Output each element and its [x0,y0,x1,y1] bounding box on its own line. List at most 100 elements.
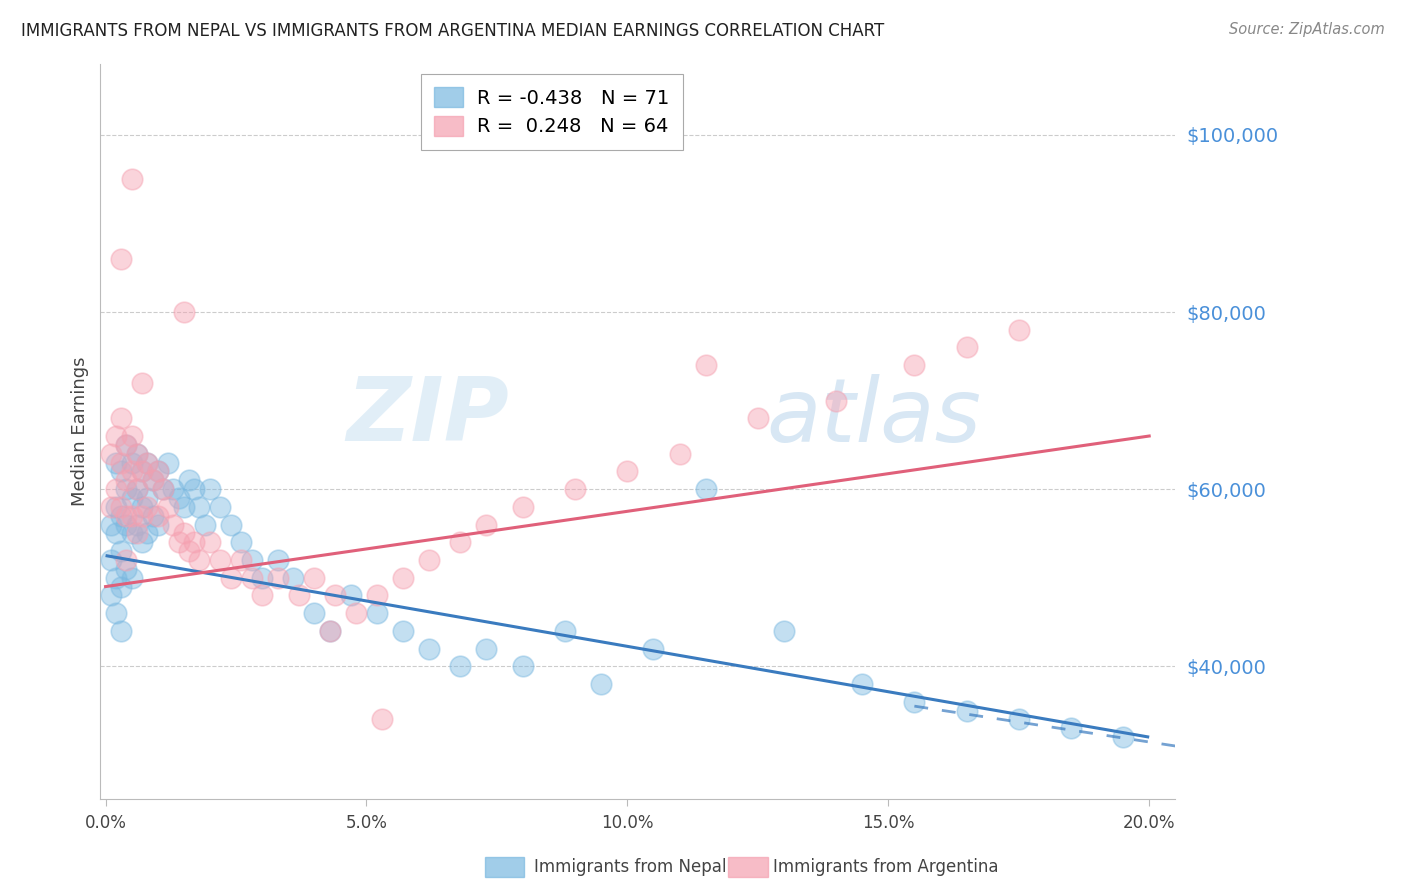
Point [304,571,326,585]
Point [141,473,163,487]
Point [955,704,977,718]
Point [110,456,132,470]
Point [115,438,138,452]
Point [115,517,138,532]
Point [643,641,665,656]
Point [152,482,174,496]
Point [1008,713,1031,727]
Text: ZIP: ZIP [346,374,509,460]
Point [449,659,471,673]
Point [173,500,195,514]
Point [105,456,128,470]
Point [146,508,169,523]
Point [110,544,132,558]
Point [512,659,534,673]
Point [162,517,184,532]
Point [475,517,498,532]
Point [319,624,342,638]
Point [418,553,440,567]
Point [136,456,159,470]
Point [173,526,195,541]
Point [105,500,128,514]
Point [105,429,128,443]
Point [695,358,717,372]
Point [695,482,717,496]
Point [1008,323,1031,337]
Point [162,482,184,496]
Point [115,508,138,523]
Point [167,535,190,549]
Point [105,526,128,541]
Point [323,589,346,603]
Point [100,589,122,603]
Point [157,500,180,514]
Point [304,606,326,620]
Point [188,553,211,567]
Point [121,571,143,585]
Point [100,517,122,532]
Point [449,535,471,549]
Point [418,641,440,656]
Point [121,491,143,505]
Point [136,526,159,541]
Point [136,456,159,470]
Point [209,500,232,514]
Point [100,553,122,567]
Point [344,606,367,620]
Point [115,438,138,452]
Point [366,589,388,603]
Point [231,535,253,549]
Point [177,473,200,487]
Point [146,465,169,479]
Point [141,508,163,523]
Point [240,553,263,567]
Point [110,465,132,479]
Point [250,589,273,603]
Point [121,465,143,479]
Point [115,562,138,576]
Point [110,624,132,638]
Point [125,447,148,461]
Point [100,447,122,461]
Point [231,553,253,567]
Point [616,465,638,479]
Point [319,624,342,638]
Bar [485,857,524,877]
Point [136,491,159,505]
Point [115,553,138,567]
Point [131,500,153,514]
Point [564,482,586,496]
Point [115,482,138,496]
Point [851,677,873,691]
Point [554,624,576,638]
Point [903,695,925,709]
Point [1112,730,1135,744]
Point [240,571,263,585]
Point [110,500,132,514]
Point [512,500,534,514]
Point [903,358,925,372]
Point [591,677,613,691]
Text: atlas: atlas [766,374,981,460]
Point [110,411,132,425]
Point [747,411,769,425]
Point [121,508,143,523]
Point [198,482,221,496]
Point [110,252,132,266]
Point [198,535,221,549]
Point [283,571,305,585]
Text: IMMIGRANTS FROM NEPAL VS IMMIGRANTS FROM ARGENTINA MEDIAN EARNINGS CORRELATION C: IMMIGRANTS FROM NEPAL VS IMMIGRANTS FROM… [21,22,884,40]
Point [125,482,148,496]
Point [825,393,848,408]
Point [105,571,128,585]
Point [157,456,180,470]
Text: Immigrants from Nepal: Immigrants from Nepal [534,858,727,876]
Point [173,305,195,319]
Point [131,376,153,390]
Point [475,641,498,656]
Point [177,544,200,558]
Point [152,482,174,496]
Point [121,172,143,186]
Point [955,341,977,355]
Point [100,500,122,514]
